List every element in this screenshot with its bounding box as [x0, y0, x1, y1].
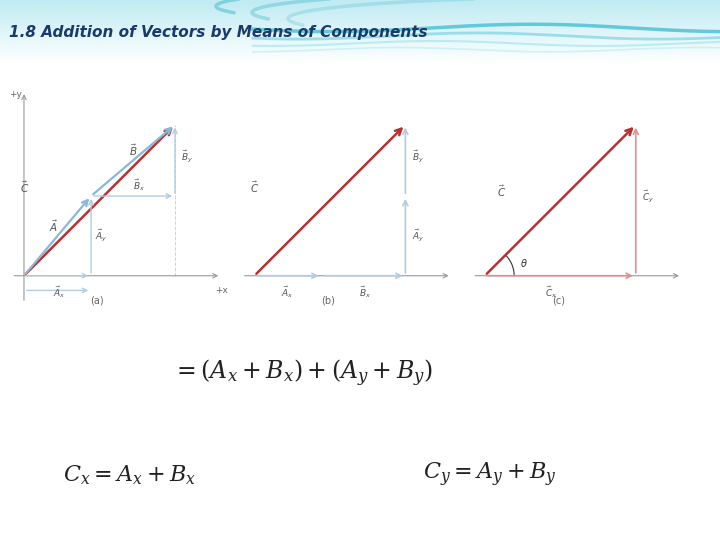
Bar [0, 4, 720, 5]
Text: +y: +y [9, 91, 22, 99]
Bar [0, 25, 720, 26]
Bar [0, 27, 720, 28]
Bar [0, 18, 720, 19]
Bar [0, 9, 720, 10]
Bar [0, 3, 720, 4]
Bar [0, 54, 720, 55]
Bar [0, 6, 720, 7]
Bar [0, 29, 720, 30]
Bar [0, 17, 720, 18]
Bar [0, 33, 720, 34]
Text: $\vec{B}_y$: $\vec{B}_y$ [412, 148, 424, 165]
Bar [0, 48, 720, 49]
Text: $C_y = A_y + B_y$: $C_y = A_y + B_y$ [423, 461, 557, 489]
Bar [0, 0, 720, 1]
Text: $\vec{A}_x$: $\vec{A}_x$ [282, 285, 294, 300]
Bar [0, 51, 720, 52]
Text: $\vec{A}_y$: $\vec{A}_y$ [95, 228, 108, 245]
Bar [0, 40, 720, 42]
Text: $C_x = A_x + B_x$: $C_x = A_x + B_x$ [63, 463, 196, 487]
Bar [0, 21, 720, 22]
Bar [0, 24, 720, 25]
Bar [0, 46, 720, 48]
Text: $\vec{B}$: $\vec{B}$ [129, 143, 138, 158]
Bar [0, 31, 720, 32]
Text: $\vec{C}$: $\vec{C}$ [498, 184, 507, 199]
Bar [0, 32, 720, 33]
Text: $\vec{C}_x$: $\vec{C}_x$ [545, 285, 557, 300]
Bar [0, 10, 720, 11]
Text: 1.8 Addition of Vectors by Means of Components: 1.8 Addition of Vectors by Means of Comp… [9, 25, 427, 40]
Bar [0, 43, 720, 44]
Bar [0, 36, 720, 37]
Text: $\vec{B}_y$: $\vec{B}_y$ [181, 148, 194, 165]
Bar [0, 34, 720, 35]
Bar [0, 7, 720, 8]
Text: (a): (a) [91, 295, 104, 305]
Bar [0, 1, 720, 2]
Bar [0, 15, 720, 16]
Text: (c): (c) [552, 295, 564, 305]
Text: $\vec{B}_x$: $\vec{B}_x$ [359, 285, 372, 300]
Text: $\vec{A}_x$: $\vec{A}_x$ [53, 285, 66, 300]
Text: $\vec{C}_y$: $\vec{C}_y$ [642, 188, 654, 205]
Text: $\vec{C}$: $\vec{C}$ [250, 179, 259, 195]
Bar [0, 42, 720, 43]
Bar [0, 11, 720, 12]
Bar [0, 61, 720, 62]
Bar [0, 45, 720, 46]
Text: $\vec{A}$: $\vec{A}$ [50, 219, 58, 234]
Bar [0, 59, 720, 60]
Bar [0, 53, 720, 54]
Bar [0, 35, 720, 36]
Bar [0, 60, 720, 61]
Bar [0, 43, 720, 44]
Bar [0, 28, 720, 29]
Bar [0, 52, 720, 53]
Bar [0, 58, 720, 59]
Text: $\vec{B}_x$: $\vec{B}_x$ [133, 178, 145, 193]
Bar [0, 26, 720, 27]
Bar [0, 14, 720, 15]
Bar [0, 16, 720, 17]
Bar [0, 38, 720, 39]
Bar [0, 37, 720, 38]
Text: $\vec{C}$: $\vec{C}$ [19, 179, 29, 195]
Bar [0, 30, 720, 31]
Text: $\vec{A}_y$: $\vec{A}_y$ [412, 228, 424, 245]
Text: $\theta$: $\theta$ [521, 258, 528, 269]
Bar [0, 50, 720, 51]
Bar [0, 55, 720, 56]
Bar [0, 23, 720, 24]
Text: $= \left(A_x + B_x\right) + \left(A_y + B_y\right)$: $= \left(A_x + B_x\right) + \left(A_y + … [172, 357, 433, 388]
Bar [0, 57, 720, 58]
Bar [0, 49, 720, 50]
Bar [0, 8, 720, 9]
Bar [0, 22, 720, 23]
Text: +x: +x [215, 286, 228, 294]
Bar [0, 5, 720, 6]
Bar [0, 19, 720, 21]
Bar [0, 12, 720, 14]
Bar [0, 2, 720, 3]
Bar [0, 56, 720, 57]
Bar [0, 44, 720, 45]
Text: (b): (b) [321, 295, 335, 305]
Bar [0, 39, 720, 40]
